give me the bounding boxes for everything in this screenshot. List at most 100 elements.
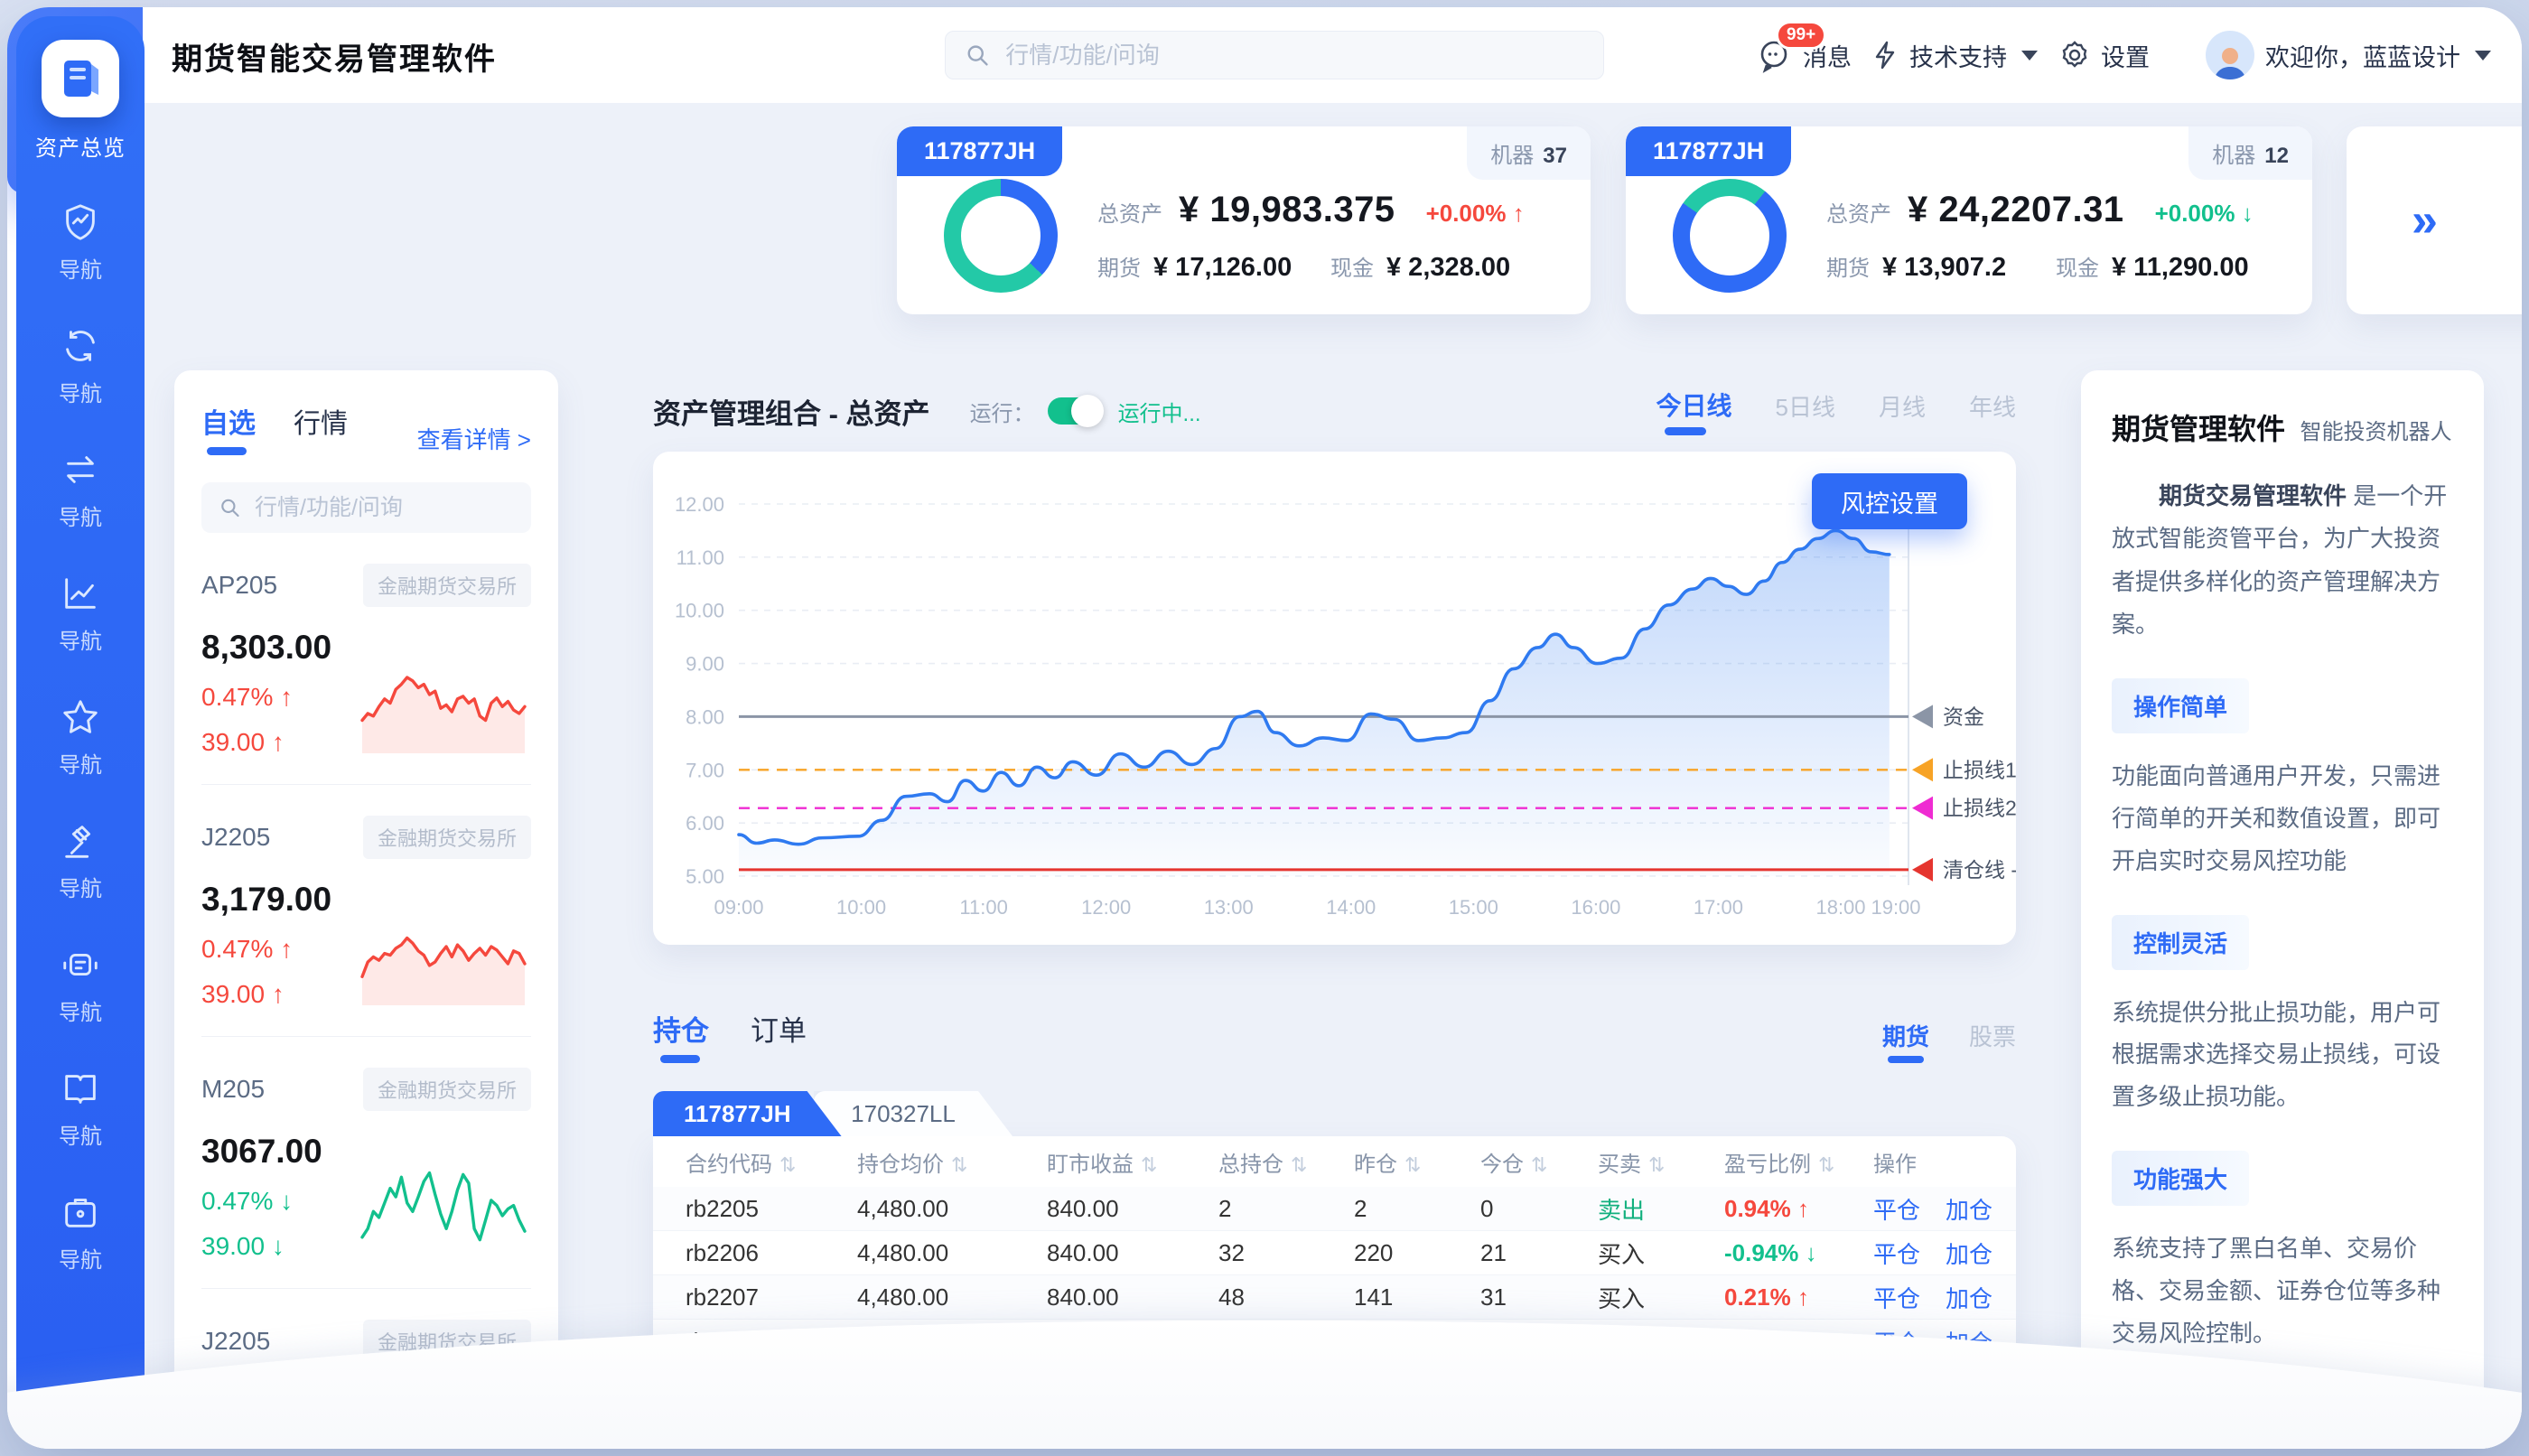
feature-text: 系统提供分批止损功能，用户可根据需求选择交易止损线，可设置多级止损功能。 xyxy=(2112,998,2441,1111)
transfer-icon xyxy=(67,456,94,483)
run-status: 运行中... xyxy=(1117,401,1201,426)
svg-text:11:00: 11:00 xyxy=(959,896,1007,919)
settings-button[interactable]: 设置 xyxy=(2059,38,2150,73)
gavel-icon xyxy=(65,826,91,858)
column-header[interactable]: 操作 xyxy=(1873,1152,1917,1177)
tab-year-line[interactable]: 年线 xyxy=(1968,394,2016,421)
tab-quotes[interactable]: 行情 xyxy=(294,409,348,439)
user-menu[interactable]: 欢迎你，蓝蓝设计 xyxy=(2206,31,2491,79)
column-header[interactable]: 总持仓 ⇅ xyxy=(1218,1152,1308,1177)
watchlist-item[interactable]: AP205 金融期货交易所 8,303.00 0.47% ↑ 39.00 ↑ xyxy=(201,533,531,785)
sort-icon: ⇅ xyxy=(1818,1153,1835,1176)
total-position: 32 xyxy=(1218,1238,1245,1266)
add-position-link[interactable]: 加仓 xyxy=(1946,1196,1993,1224)
positions-header: 持仓 订单 期货 股票 xyxy=(653,1008,2016,1063)
view-details-link[interactable]: 查看详情 > xyxy=(416,426,531,453)
abs-change: 39.00 ↑ xyxy=(201,728,285,756)
sidebar-item-transfer[interactable]: 导航 xyxy=(59,449,102,531)
sidebar-item-gavel[interactable]: 导航 xyxy=(59,820,102,902)
close-position-link[interactable]: 平仓 xyxy=(1873,1240,1921,1268)
table-row[interactable]: rb2207 4,480.00 840.00 48 141 31 买入 0.21% ↑ 平仓 加仓 xyxy=(653,1275,2016,1320)
column-header[interactable]: 盈亏比例 ⇅ xyxy=(1724,1152,1835,1177)
feature-tag: 控制灵活 xyxy=(2112,914,2250,970)
table-row[interactable]: rb2206 4,480.00 840.00 32 220 21 买入 -0.94% ↓ 平仓加… xyxy=(653,1231,2016,1275)
sidebar-item-book[interactable]: 导航 xyxy=(59,1068,102,1150)
svg-text:11.00: 11.00 xyxy=(677,546,724,569)
pct-change: 0.47% ↑ xyxy=(201,683,294,711)
sidebar-logo-label: 资产总览 xyxy=(35,136,126,161)
header-actions: 99+ 消息 技术支持 设置 欢迎你，蓝蓝设计 xyxy=(1756,7,2491,103)
support-menu[interactable]: 技术支持 xyxy=(1873,38,2038,73)
promo-title: 期货管理软件 xyxy=(2112,413,2286,445)
tab-positions[interactable]: 持仓 xyxy=(653,1008,709,1063)
tab-favorites[interactable]: 自选 xyxy=(201,401,256,455)
sidebar-item-sync[interactable]: 导航 xyxy=(59,325,102,407)
watchlist-item[interactable]: J2205 金融期货交易所 3,179.00 0.47% ↑ 39.00 ↑ xyxy=(201,785,531,1037)
portfolio-header: 资产管理组合 - 总资产 运行： 运行中... 今日线 5日线 月线 年线 xyxy=(653,387,2016,435)
sidebar-item-briefcase[interactable]: 导航 xyxy=(59,1191,102,1274)
tab-month-line[interactable]: 月线 xyxy=(1878,394,1926,421)
svg-text:12:00: 12:00 xyxy=(1081,896,1131,919)
account-card[interactable]: 117877JH 机器 12 总资产 ¥ 24,2207.31 +0.00% ↓ … xyxy=(1626,126,2312,314)
tab-5day-line[interactable]: 5日线 xyxy=(1775,394,1835,421)
promo-panel: 期货管理软件 智能投资机器人 期货交易管理软件 是一个开放式智能资管平台，为广大… xyxy=(2081,370,2484,1422)
exchange-tag: 金融期货交易所 xyxy=(362,1068,531,1111)
svg-text:14:00: 14:00 xyxy=(1326,896,1376,919)
account-id-tag: 117877JH xyxy=(1626,126,1792,176)
svg-text:17:00: 17:00 xyxy=(1694,896,1743,919)
book-icon xyxy=(65,1075,96,1104)
svg-text:止损线1 -7.0%: 止损线1 -7.0% xyxy=(1943,758,2016,781)
portfolio-title: 资产管理组合 - 总资产 xyxy=(653,397,930,430)
watchlist-search-input[interactable] xyxy=(253,493,513,522)
column-header[interactable]: 盯市收益 ⇅ xyxy=(1047,1152,1158,1177)
avg-price: 4,480.00 xyxy=(857,1283,949,1311)
account-tab-active[interactable]: 117877JH xyxy=(653,1091,842,1136)
account-pct: +0.00% ↑ xyxy=(1425,199,1525,227)
add-position-link[interactable]: 加仓 xyxy=(1946,1240,1993,1268)
table-row[interactable]: rb2205 4,480.00 840.00 2 2 0 卖出 0.94% ↑ 平仓 加仓 xyxy=(653,1187,2016,1231)
column-header[interactable]: 昨仓 ⇅ xyxy=(1354,1152,1422,1177)
messages-button[interactable]: 99+ 消息 xyxy=(1756,21,1852,73)
run-toggle[interactable] xyxy=(1047,395,1104,427)
svg-text:15:00: 15:00 xyxy=(1449,896,1498,919)
chevron-down-icon xyxy=(2475,50,2491,61)
column-header[interactable]: 今仓 ⇅ xyxy=(1480,1152,1548,1177)
add-position-link[interactable]: 加仓 xyxy=(1946,1284,1993,1312)
svg-text:止损线2 -10.0%: 止损线2 -10.0% xyxy=(1943,797,2016,820)
message-icon xyxy=(1760,41,1787,73)
sidebar-item-trend[interactable]: 导航 xyxy=(59,573,102,655)
tab-stocks[interactable]: 股票 xyxy=(1968,1023,2016,1050)
close-position-link[interactable]: 平仓 xyxy=(1873,1284,1921,1312)
risk-settings-button[interactable]: 风控设置 xyxy=(1812,473,1967,529)
total-position: 2 xyxy=(1218,1194,1232,1222)
price: 3,179.00 xyxy=(201,881,332,918)
column-header[interactable]: 合约代码 ⇅ xyxy=(686,1152,797,1177)
sort-icon: ⇅ xyxy=(1291,1153,1308,1176)
search-input[interactable] xyxy=(1003,40,1583,70)
yesterday-position: 2 xyxy=(1354,1194,1367,1222)
sidebar-item-star[interactable]: 导航 xyxy=(59,696,102,779)
tab-orders[interactable]: 订单 xyxy=(751,1015,807,1047)
robot-count-chip: 机器 12 xyxy=(2188,126,2312,180)
sort-icon: ⇅ xyxy=(1141,1153,1158,1176)
sidebar-item-robot[interactable]: 导航 xyxy=(59,944,102,1026)
up-arrow-icon: ↑ xyxy=(1512,199,1525,227)
sync-icon xyxy=(66,331,95,361)
account-card[interactable]: 117877JH 机器 37 总资产 ¥ 19,983.375 +0.00% ↑ … xyxy=(897,126,1591,314)
close-position-link[interactable]: 平仓 xyxy=(1873,1196,1921,1224)
avg-price: 4,480.00 xyxy=(857,1238,949,1266)
sidebar-item-shield[interactable]: 导航 xyxy=(59,201,102,284)
feature-text: 功能面向普通用户开发，只需进行简单的开关和数值设置，即可开启实时交易风控功能 xyxy=(2112,762,2441,874)
carousel-next-button[interactable]: » xyxy=(2412,194,2438,247)
side: 买入 xyxy=(1598,1284,1646,1312)
tab-futures[interactable]: 期货 xyxy=(1882,1019,1929,1063)
account-pct: +0.00% ↓ xyxy=(2154,199,2254,227)
portfolio-line-chart: 12.00 11.00 10.00 9.00 8.00 7.00 6.00 5.00 09:00… xyxy=(675,493,2088,919)
tab-today-line[interactable]: 今日线 xyxy=(1656,387,1732,435)
column-header[interactable]: 持仓均价 ⇅ xyxy=(857,1152,968,1177)
app-logo[interactable] xyxy=(42,40,119,117)
gear-icon xyxy=(2062,41,2087,68)
watchlist-item[interactable]: M205 金融期货交易所 3067.00 0.47% ↓ 39.00 ↓ xyxy=(201,1037,531,1289)
column-header[interactable]: 买卖 ⇅ xyxy=(1598,1152,1666,1177)
account-tab[interactable]: 170327LL xyxy=(814,1091,1013,1136)
